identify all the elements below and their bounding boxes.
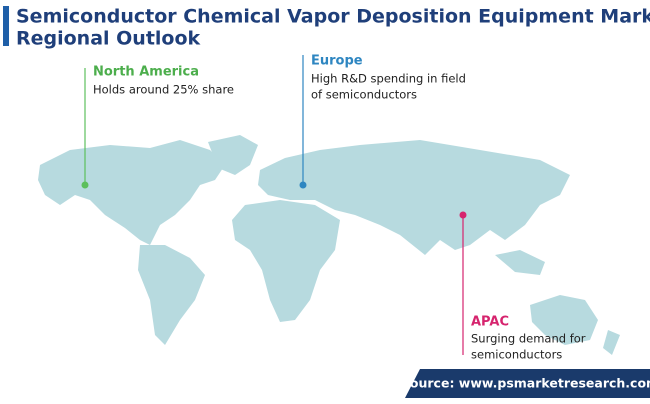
callout-label: APAC [471, 315, 509, 330]
callout-label: North America [93, 65, 199, 80]
title-line: Regional Outlook [16, 28, 201, 50]
callout-text: Holds around 25% share [93, 83, 234, 97]
callout-text: Surging demand for [471, 332, 586, 346]
marker [81, 181, 89, 189]
marker [459, 211, 467, 219]
world-map [38, 135, 620, 355]
source-banner [405, 369, 650, 398]
callout-text: of semiconductors [311, 88, 417, 102]
title-line: Semiconductor Chemical Vapor Deposition … [16, 6, 650, 28]
callout-label: Europe [311, 54, 363, 69]
callout-text: High R&D spending in field [311, 72, 466, 86]
marker [299, 181, 307, 189]
title-bar [3, 6, 9, 46]
callout-text: semiconductors [471, 348, 562, 362]
source: Source: www.psmarketresearch.com [401, 376, 650, 391]
